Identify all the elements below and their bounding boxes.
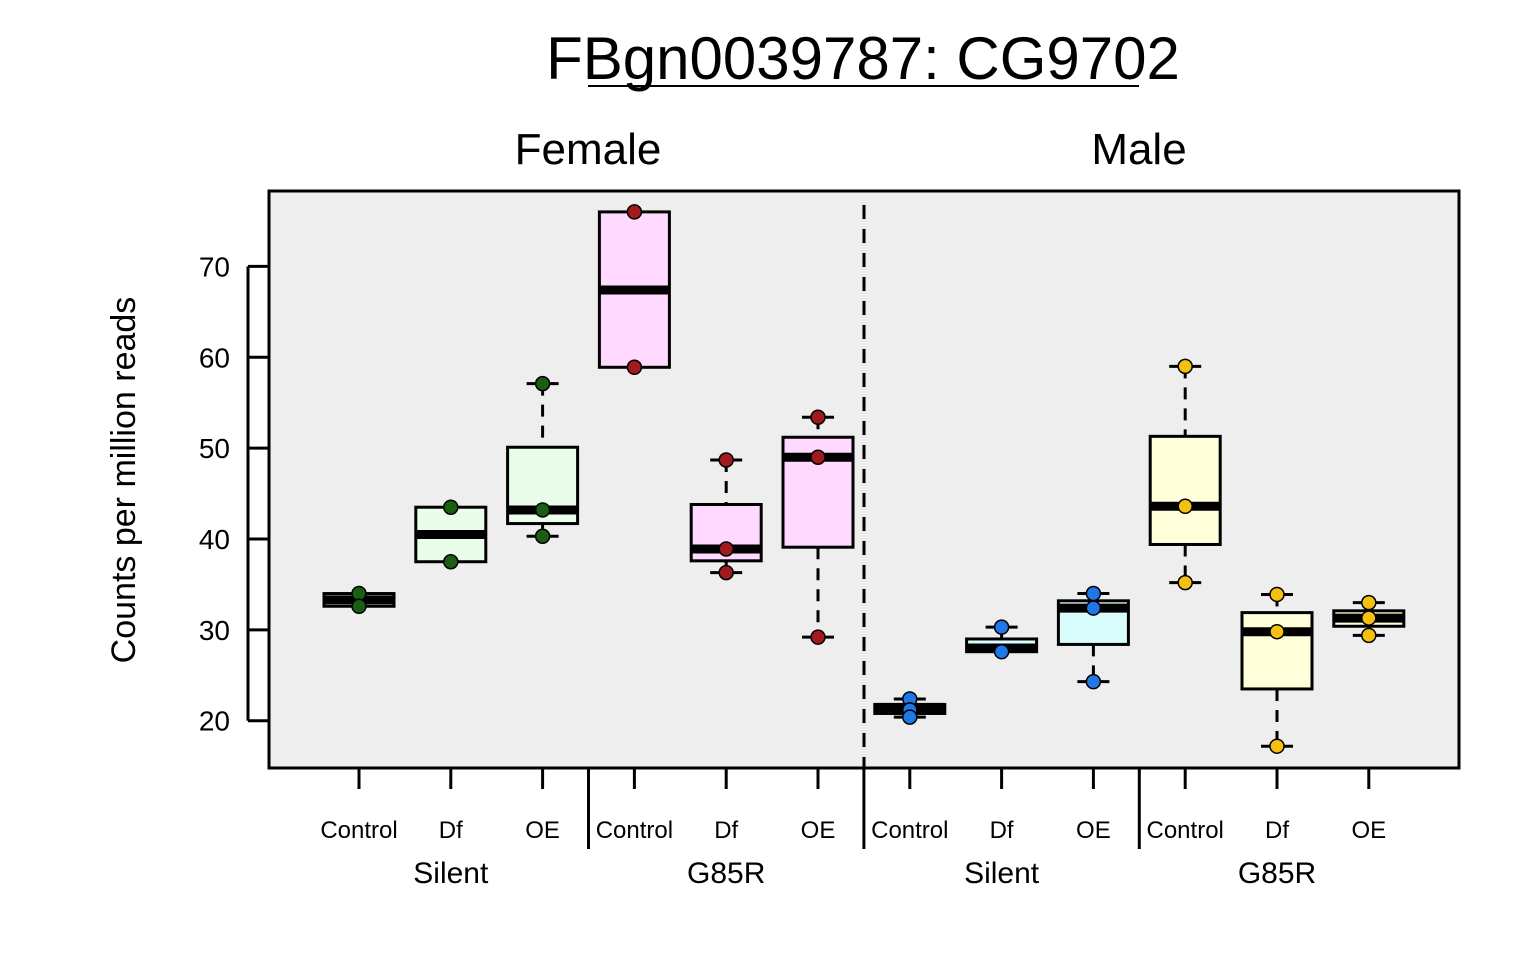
data-point (719, 542, 733, 556)
data-point (1362, 596, 1376, 610)
data-point (811, 450, 825, 464)
data-point (1178, 576, 1192, 590)
data-point (811, 630, 825, 644)
y-tick-label: 30 (199, 615, 230, 646)
x-category-label: Df (990, 817, 1014, 844)
x-group-label: G85R (1238, 857, 1316, 890)
data-point (719, 566, 733, 580)
y-tick-label: 60 (199, 342, 230, 373)
data-point (627, 205, 641, 219)
data-point (1086, 587, 1100, 601)
y-tick-label: 50 (199, 433, 230, 464)
data-point (1270, 587, 1284, 601)
data-point (444, 555, 458, 569)
chart-title: FBgn0039787: CG9702 (546, 25, 1180, 92)
x-category-label: OE (1351, 817, 1386, 844)
x-group-label: G85R (687, 857, 765, 890)
x-category-label: Control (871, 817, 948, 844)
y-tick-label: 40 (199, 524, 230, 555)
y-tick-label: 70 (199, 251, 230, 282)
data-point (536, 377, 550, 391)
x-group-label: Silent (413, 857, 489, 890)
data-point (536, 503, 550, 517)
data-point (1362, 611, 1376, 625)
data-point (352, 599, 366, 613)
panel-label-male: Male (1091, 125, 1186, 174)
data-point (995, 620, 1009, 634)
y-tick-label: 20 (199, 706, 230, 737)
x-category-label: Control (1147, 817, 1224, 844)
data-point (536, 529, 550, 543)
x-category-label: Df (714, 817, 738, 844)
panel-label-female: Female (515, 125, 662, 174)
x-group-label: Silent (964, 857, 1040, 890)
data-point (995, 645, 1009, 659)
data-point (1270, 625, 1284, 639)
data-point (1086, 675, 1100, 689)
data-point (903, 710, 917, 724)
data-point (1178, 499, 1192, 513)
x-category-label: OE (1076, 817, 1111, 844)
x-category-label: Control (320, 817, 397, 844)
x-category-label: Control (596, 817, 673, 844)
data-point (1086, 601, 1100, 615)
data-point (627, 360, 641, 374)
data-point (719, 453, 733, 467)
y-axis-label: Counts per million reads (105, 297, 143, 664)
data-point (1270, 739, 1284, 753)
data-point (444, 500, 458, 514)
data-point (811, 410, 825, 424)
data-point (352, 587, 366, 601)
x-category-label: Df (1265, 817, 1289, 844)
data-point (1362, 628, 1376, 642)
box-control (1150, 436, 1220, 544)
x-category-label: Df (439, 817, 463, 844)
x-category-label: OE (525, 817, 560, 844)
data-point (1178, 359, 1192, 373)
x-category-label: OE (801, 817, 836, 844)
